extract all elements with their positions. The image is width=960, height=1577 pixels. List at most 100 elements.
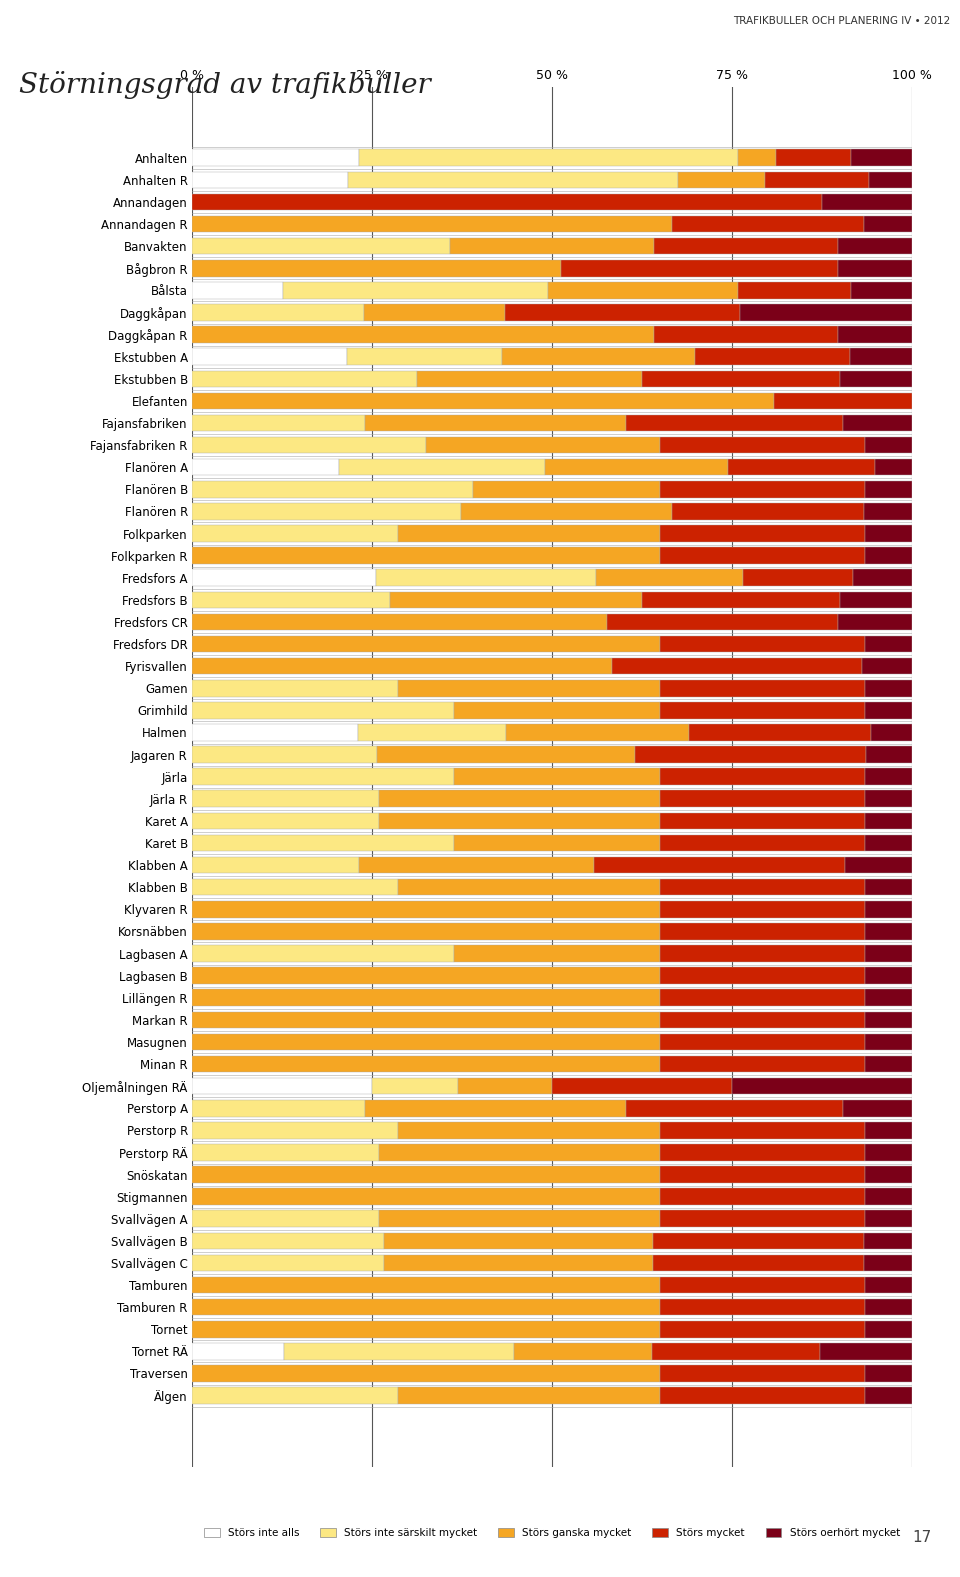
Bar (192, 989, 660, 1006)
Bar (505, 304, 740, 320)
Bar (865, 812, 912, 830)
Bar (384, 1255, 653, 1271)
Bar (192, 1277, 660, 1293)
Bar (871, 724, 912, 741)
Bar (838, 326, 912, 342)
Bar (192, 923, 660, 940)
Bar (284, 1344, 514, 1359)
Bar (552, 1077, 732, 1094)
Bar (840, 591, 912, 609)
Bar (192, 1167, 660, 1183)
Bar (192, 569, 375, 587)
Bar (192, 1123, 397, 1139)
Bar (379, 812, 660, 830)
Bar (192, 613, 608, 631)
Bar (838, 238, 912, 254)
Bar (192, 1033, 660, 1050)
Bar (544, 459, 729, 476)
Bar (359, 150, 737, 166)
Bar (865, 1211, 912, 1227)
Bar (865, 989, 912, 1006)
Bar (865, 702, 912, 719)
Bar (192, 481, 472, 498)
Bar (764, 172, 869, 188)
Bar (192, 216, 672, 232)
Bar (192, 812, 379, 830)
Bar (192, 790, 379, 807)
Text: Störningsgrad av trafikbuller: Störningsgrad av trafikbuller (19, 71, 431, 99)
Bar (192, 1299, 660, 1315)
Bar (660, 702, 865, 719)
Bar (347, 349, 502, 364)
Bar (822, 194, 912, 210)
Bar (359, 856, 594, 874)
Bar (192, 393, 774, 408)
Bar (820, 1344, 912, 1359)
Bar (838, 260, 912, 276)
Bar (660, 1123, 865, 1139)
Bar (865, 834, 912, 852)
Bar (192, 525, 397, 542)
Bar (192, 304, 364, 320)
Bar (865, 1366, 912, 1381)
Bar (865, 768, 912, 785)
Bar (865, 1011, 912, 1028)
Bar (348, 172, 678, 188)
Bar (192, 547, 660, 565)
Bar (192, 636, 660, 653)
Bar (192, 856, 359, 874)
Bar (660, 989, 865, 1006)
Bar (774, 393, 912, 408)
Bar (869, 172, 912, 188)
Bar (660, 768, 865, 785)
Bar (192, 1233, 384, 1249)
Bar (866, 746, 912, 763)
Bar (845, 856, 912, 874)
Bar (729, 459, 876, 476)
Bar (192, 900, 660, 918)
Bar (472, 481, 660, 498)
Bar (192, 746, 376, 763)
Bar (192, 1145, 379, 1161)
Bar (192, 1011, 660, 1028)
Bar (865, 525, 912, 542)
Bar (364, 304, 505, 320)
Bar (865, 923, 912, 940)
Bar (636, 746, 866, 763)
Bar (864, 216, 912, 232)
Bar (357, 724, 507, 741)
Bar (372, 1077, 459, 1094)
Bar (192, 503, 461, 520)
Bar (660, 481, 865, 498)
Bar (865, 1033, 912, 1050)
Bar (865, 636, 912, 653)
Bar (660, 1322, 865, 1337)
Bar (737, 282, 852, 298)
Bar (192, 172, 348, 188)
Bar (454, 945, 660, 962)
Bar (843, 415, 912, 431)
Bar (192, 1099, 366, 1117)
Bar (642, 591, 840, 609)
Bar (660, 1388, 865, 1404)
Bar (862, 658, 912, 675)
Bar (192, 1211, 379, 1227)
Bar (192, 194, 822, 210)
Bar (192, 702, 454, 719)
Bar (514, 1344, 652, 1359)
Bar (594, 856, 845, 874)
Bar (507, 724, 688, 741)
Bar (865, 1123, 912, 1139)
Bar (653, 1255, 864, 1271)
Bar (865, 790, 912, 807)
Bar (732, 1077, 912, 1094)
Bar (654, 238, 838, 254)
Bar (192, 282, 283, 298)
Bar (660, 1033, 865, 1050)
Bar (192, 1388, 397, 1404)
Bar (678, 172, 764, 188)
Bar (660, 834, 865, 852)
Bar (660, 945, 865, 962)
Bar (853, 569, 912, 587)
Bar (865, 437, 912, 454)
